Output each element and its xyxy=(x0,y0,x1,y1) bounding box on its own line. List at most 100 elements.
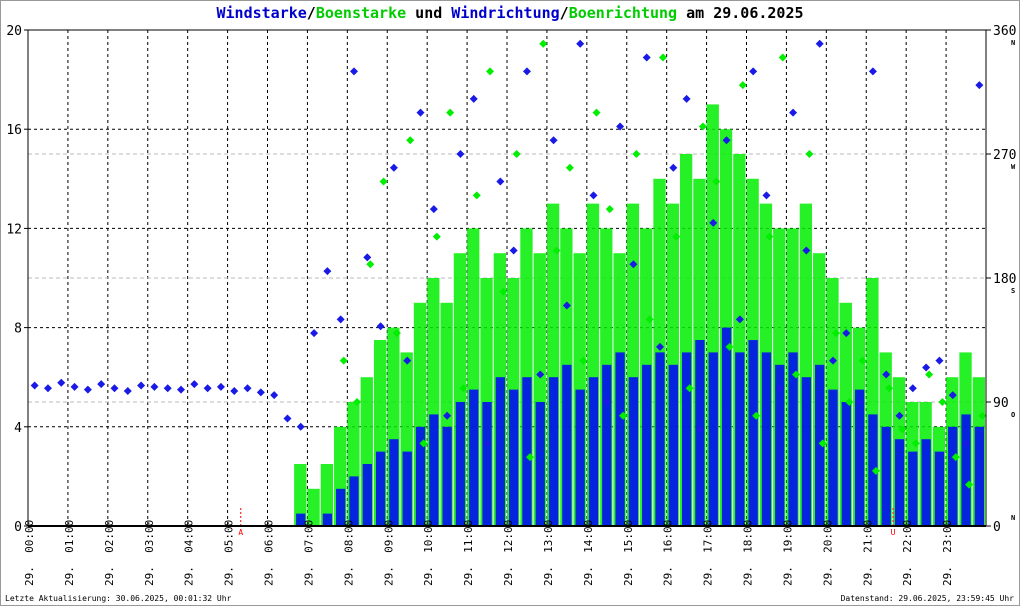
speed-bar xyxy=(921,439,931,526)
x-tick-label: 29. 20:00 xyxy=(821,520,834,586)
speed-bar xyxy=(336,488,346,526)
wind-direction-point xyxy=(602,398,611,406)
speed-bar xyxy=(402,451,412,526)
gust-direction-point xyxy=(392,329,401,338)
speed-bar xyxy=(575,389,585,526)
x-tick-label: 29. 09:00 xyxy=(382,520,395,586)
x-tick-label: 29. 15:00 xyxy=(622,520,635,586)
x-tick-label: 29. 05:00 xyxy=(223,520,236,586)
gust-direction-point xyxy=(752,411,761,420)
title-windstarke: Windstarke xyxy=(216,4,307,22)
title-windrichtung: Windrichtung xyxy=(451,4,560,22)
wind-direction-point xyxy=(376,322,385,331)
wind-direction-point xyxy=(416,108,425,117)
wind-direction-point xyxy=(789,108,798,117)
x-tick-label: 29. 18:00 xyxy=(742,520,755,586)
speed-bar xyxy=(495,377,505,526)
gust-direction-point xyxy=(898,425,907,434)
gust-direction-point xyxy=(685,384,694,393)
gust-direction-point xyxy=(698,122,707,131)
wind-direction-point xyxy=(163,384,172,393)
gust-direction-point xyxy=(965,480,974,489)
wind-direction-point xyxy=(709,218,718,227)
speed-bar xyxy=(296,513,306,526)
wind-direction-point xyxy=(828,356,837,365)
speed-bar xyxy=(615,352,625,526)
gust-direction-point xyxy=(366,260,375,269)
speed-bar xyxy=(655,352,665,526)
gust-direction-point xyxy=(605,205,614,214)
wind-direction-point xyxy=(922,363,931,372)
wind-direction-point xyxy=(962,439,971,448)
speed-bar xyxy=(708,352,718,526)
wind-direction-point xyxy=(802,246,811,255)
x-tick-label: 29. 03:00 xyxy=(143,520,156,586)
wind-direction-point xyxy=(110,384,119,393)
compass-label: S xyxy=(1011,287,1015,295)
speed-bar xyxy=(562,364,572,526)
x-tick-label: 29. 00:00 xyxy=(23,520,36,586)
wind-direction-point xyxy=(629,260,638,269)
gust-bar xyxy=(307,488,320,526)
wind-direction-point xyxy=(695,425,704,434)
wind-direction-point xyxy=(177,385,186,394)
compass-label: W xyxy=(1011,163,1016,171)
gust-direction-point xyxy=(871,466,880,475)
gust-direction-point xyxy=(632,150,641,158)
gust-direction-point xyxy=(539,39,548,48)
x-tick-label: 29. 14:00 xyxy=(582,520,595,586)
x-tick-label: 29. 22:00 xyxy=(901,520,914,586)
speed-bar xyxy=(948,426,958,526)
speed-bar xyxy=(881,426,891,526)
wind-direction-point xyxy=(895,411,904,420)
speed-bar xyxy=(974,426,984,526)
compass-label: N xyxy=(1011,39,1015,47)
gust-direction-point xyxy=(379,177,388,186)
gust-direction-point xyxy=(459,384,468,393)
wind-direction-point xyxy=(203,384,212,393)
compass-label: O xyxy=(1011,411,1015,419)
x-tick-label: 29. 08:00 xyxy=(342,520,355,586)
speed-bar xyxy=(961,414,971,526)
speed-bar xyxy=(429,414,439,526)
gust-bar xyxy=(320,464,334,526)
wind-direction-point xyxy=(83,385,92,394)
speed-bar xyxy=(801,377,812,526)
x-tick-label: 29. 17:00 xyxy=(702,520,715,586)
wind-direction-point xyxy=(576,39,585,48)
wind-direction-point xyxy=(57,378,66,387)
y-tick-label: 12 xyxy=(6,222,22,237)
speed-bar xyxy=(548,377,559,526)
wind-direction-point xyxy=(137,381,146,390)
speed-bar xyxy=(415,426,426,526)
x-tick-label: 29. 23:00 xyxy=(941,520,954,586)
wind-direction-point xyxy=(815,39,824,48)
wind-direction-point xyxy=(669,163,678,172)
y-tick-label: 20 xyxy=(6,24,22,39)
speed-bar xyxy=(522,377,532,526)
speed-bar xyxy=(602,364,612,526)
chart-title: Windstarke/Boenstarke und Windrichtung/B… xyxy=(0,4,1020,22)
gust-direction-point xyxy=(805,150,814,158)
wind-direction-point xyxy=(935,356,944,365)
gust-direction-point xyxy=(712,177,721,186)
gust-direction-point xyxy=(845,398,854,406)
wind-direction-point xyxy=(363,253,372,262)
last-update: Letzte Aktualisierung: 30.06.2025, 00:01… xyxy=(5,594,232,603)
speed-bar xyxy=(668,364,678,526)
x-tick-label: 29. 11:00 xyxy=(462,520,475,586)
wind-direction-point xyxy=(70,382,79,391)
wind-direction-point xyxy=(496,177,505,186)
speed-bar xyxy=(721,327,732,526)
x-tick-label: 29. 19:00 xyxy=(781,520,794,586)
x-tick-label: 29. 16:00 xyxy=(662,520,675,586)
gust-direction-point xyxy=(818,439,827,448)
speed-bar xyxy=(841,402,851,526)
gust-direction-point xyxy=(525,453,534,462)
y2-tick-label: 180 xyxy=(993,272,1016,287)
wind-direction-point xyxy=(97,380,106,389)
title-sep: / xyxy=(306,4,316,22)
y2-tick-label: 90 xyxy=(993,396,1009,411)
speed-bar xyxy=(735,352,745,526)
